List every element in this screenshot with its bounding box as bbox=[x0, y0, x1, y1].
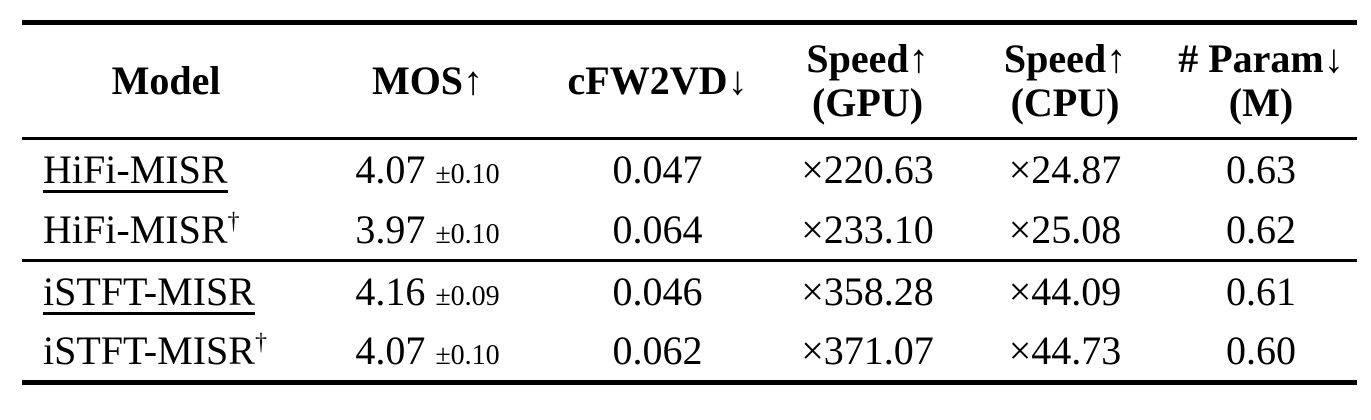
params-cell: 0.62 bbox=[1226, 206, 1296, 252]
model-name: iSTFT-MISR bbox=[43, 269, 255, 316]
mos-stddev: ±0.09 bbox=[435, 281, 500, 313]
model-cell: iSTFT-MISR† bbox=[22, 322, 310, 383]
table-row: iSTFT-MISR† 4.07 ±0.10 0.062 ×371.07 ×44… bbox=[22, 322, 1357, 383]
speed-gpu-cell: ×358.28 bbox=[801, 269, 934, 315]
table-group-hifi: HiFi-MISR 4.07 ±0.10 0.047 ×220.63 ×24.8… bbox=[22, 139, 1357, 261]
header-sub-speed-gpu: (GPU) bbox=[811, 80, 924, 125]
speed-gpu-cell: ×371.07 bbox=[801, 328, 934, 374]
mos-value: 4.07 bbox=[355, 147, 426, 193]
dagger-mark: † bbox=[254, 329, 267, 356]
params-cell: 0.63 bbox=[1226, 147, 1296, 193]
header-label-params: # Param↓ bbox=[1178, 36, 1344, 81]
header-label-mos: MOS↑ bbox=[371, 58, 484, 103]
mos-stddev: ±0.10 bbox=[435, 340, 500, 372]
results-table: Model MOS↑ cFW2VD↓ Speed↑ (GPU) Speed↑ bbox=[22, 20, 1357, 385]
header-label-cfw2vd: cFW2VD↓ bbox=[567, 58, 748, 103]
header-row: Model MOS↑ cFW2VD↓ Speed↑ (GPU) Speed↑ bbox=[22, 23, 1357, 139]
header-cell-mos: MOS↑ bbox=[310, 23, 545, 139]
header-cell-speed-cpu: Speed↑ (CPU) bbox=[965, 23, 1165, 139]
table-row: HiFi-MISR 4.07 ±0.10 0.047 ×220.63 ×24.8… bbox=[22, 139, 1357, 200]
model-name: HiFi-MISR bbox=[43, 206, 228, 252]
header-label-speed-cpu: Speed↑ bbox=[1003, 36, 1127, 81]
header-sub-params: (M) bbox=[1228, 80, 1294, 125]
params-cell: 0.60 bbox=[1226, 328, 1296, 374]
speed-cpu-cell: ×24.87 bbox=[1008, 147, 1122, 193]
model-cell: HiFi-MISR† bbox=[22, 200, 310, 261]
header-cell-cfw2vd: cFW2VD↓ bbox=[545, 23, 770, 139]
speed-cpu-cell: ×44.73 bbox=[1008, 328, 1122, 374]
speed-cpu-cell: ×25.08 bbox=[1008, 206, 1122, 252]
model-name: iSTFT-MISR bbox=[43, 328, 255, 374]
mos-cell: 4.07 ±0.10 bbox=[310, 139, 545, 200]
speed-gpu-cell: ×233.10 bbox=[801, 206, 934, 252]
model-cell: iSTFT-MISR bbox=[22, 261, 310, 322]
speed-cpu-cell: ×44.09 bbox=[1008, 269, 1122, 315]
mos-value: 4.16 bbox=[355, 269, 426, 315]
header-cell-speed-gpu: Speed↑ (GPU) bbox=[770, 23, 965, 139]
params-cell: 0.61 bbox=[1226, 269, 1296, 315]
mos-value: 4.07 bbox=[355, 328, 426, 374]
mos-stddev: ±0.10 bbox=[435, 159, 500, 191]
mos-cell: 4.16 ±0.09 bbox=[310, 261, 545, 322]
cfw2vd-cell: 0.064 bbox=[612, 206, 703, 252]
mos-cell: 4.07 ±0.10 bbox=[310, 322, 545, 383]
dagger-mark: † bbox=[227, 208, 240, 235]
mos-value: 3.97 bbox=[355, 206, 426, 252]
table-group-istft: iSTFT-MISR 4.16 ±0.09 0.046 ×358.28 ×44.… bbox=[22, 261, 1357, 383]
header-cell-params: # Param↓ (M) bbox=[1165, 23, 1357, 139]
table-row: HiFi-MISR† 3.97 ±0.10 0.064 ×233.10 ×25.… bbox=[22, 200, 1357, 261]
cfw2vd-cell: 0.062 bbox=[612, 328, 703, 374]
model-cell: HiFi-MISR bbox=[22, 139, 310, 200]
header-label-speed-gpu: Speed↑ bbox=[806, 36, 929, 81]
table-row: iSTFT-MISR 4.16 ±0.09 0.046 ×358.28 ×44.… bbox=[22, 261, 1357, 322]
header-cell-model: Model bbox=[22, 23, 310, 139]
table-header: Model MOS↑ cFW2VD↓ Speed↑ (GPU) Speed↑ bbox=[22, 23, 1357, 139]
mos-stddev: ±0.10 bbox=[435, 218, 500, 250]
speed-gpu-cell: ×220.63 bbox=[801, 147, 934, 193]
header-label-model: Model bbox=[111, 58, 221, 103]
cfw2vd-cell: 0.047 bbox=[612, 147, 703, 193]
model-name: HiFi-MISR bbox=[43, 147, 228, 194]
header-sub-speed-cpu: (CPU) bbox=[1010, 80, 1120, 125]
cfw2vd-cell: 0.046 bbox=[612, 269, 703, 315]
mos-cell: 3.97 ±0.10 bbox=[310, 200, 545, 261]
